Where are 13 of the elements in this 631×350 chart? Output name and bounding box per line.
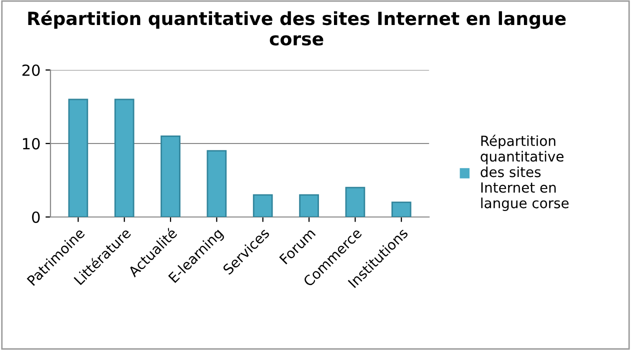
y-tick-label: 10	[22, 138, 40, 150]
y-tick-label: 20	[22, 64, 40, 76]
y-tick-label: 0	[32, 211, 40, 224]
chart-title: Répartition quantitative des sites Internet en langue corse	[28, 10, 566, 46]
bar	[160, 135, 180, 217]
bar	[391, 202, 412, 217]
bar	[68, 98, 88, 217]
bar	[345, 186, 366, 217]
bar	[299, 194, 319, 217]
bar	[114, 98, 134, 217]
bar	[252, 194, 273, 217]
bar	[206, 150, 227, 217]
legend-label: Répartition quantitative des sites Internet en langue corse	[480, 134, 569, 212]
